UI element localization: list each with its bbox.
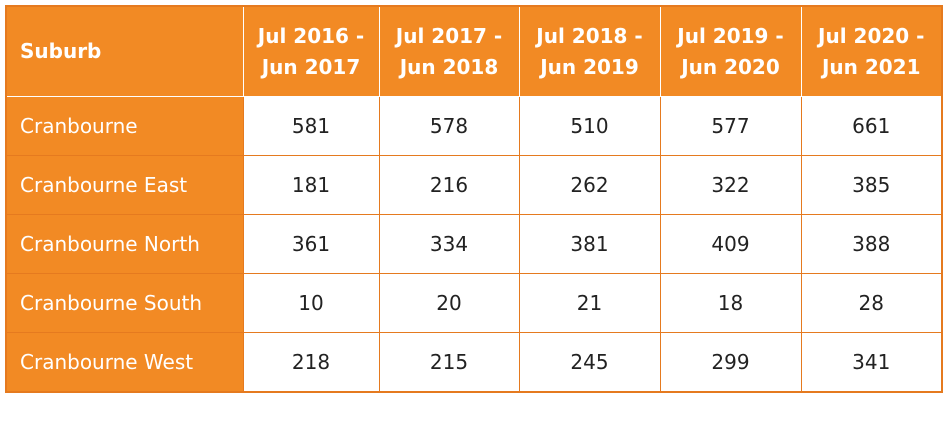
value-cell: 510 [518, 96, 661, 156]
value-cell: 181 [242, 155, 380, 215]
suburb-name-cell: Cranbourne [5, 96, 244, 156]
value-cell: 215 [378, 332, 520, 393]
value-cell: 299 [659, 332, 802, 393]
value-cell: 18 [659, 273, 802, 333]
column-header-year: Jul 2018 - Jun 2019 [518, 5, 661, 97]
value-cell: 661 [800, 96, 943, 156]
table-row: Cranbourne 581 578 510 577 661 [5, 96, 943, 156]
suburb-data-table: Suburb Jul 2016 - Jun 2017 Jul 2017 - Ju… [5, 5, 943, 393]
value-cell: 381 [518, 214, 661, 274]
value-cell: 341 [800, 332, 943, 393]
value-cell: 361 [242, 214, 380, 274]
suburb-name-cell: Cranbourne North [5, 214, 244, 274]
value-cell: 577 [659, 96, 802, 156]
value-cell: 334 [378, 214, 520, 274]
suburb-name-cell: Cranbourne West [5, 332, 244, 393]
value-cell: 578 [378, 96, 520, 156]
value-cell: 409 [659, 214, 802, 274]
value-cell: 21 [518, 273, 661, 333]
value-cell: 388 [800, 214, 943, 274]
column-header-year: Jul 2016 - Jun 2017 [242, 5, 380, 97]
value-cell: 385 [800, 155, 943, 215]
table-row: Cranbourne North 361 334 381 409 388 [5, 214, 943, 274]
table-row: Cranbourne West 218 215 245 299 341 [5, 332, 943, 393]
table-row: Cranbourne East 181 216 262 322 385 [5, 155, 943, 215]
column-header-suburb: Suburb [5, 5, 244, 97]
value-cell: 28 [800, 273, 943, 333]
value-cell: 20 [378, 273, 520, 333]
table-row: Cranbourne South 10 20 21 18 28 [5, 273, 943, 333]
value-cell: 581 [242, 96, 380, 156]
suburb-name-cell: Cranbourne South [5, 273, 244, 333]
value-cell: 10 [242, 273, 380, 333]
value-cell: 262 [518, 155, 661, 215]
table-header-row: Suburb Jul 2016 - Jun 2017 Jul 2017 - Ju… [5, 5, 943, 97]
value-cell: 216 [378, 155, 520, 215]
column-header-year: Jul 2020 - Jun 2021 [800, 5, 943, 97]
column-header-year: Jul 2019 - Jun 2020 [659, 5, 802, 97]
value-cell: 218 [242, 332, 380, 393]
value-cell: 322 [659, 155, 802, 215]
column-header-year: Jul 2017 - Jun 2018 [378, 5, 520, 97]
value-cell: 245 [518, 332, 661, 393]
suburb-name-cell: Cranbourne East [5, 155, 244, 215]
